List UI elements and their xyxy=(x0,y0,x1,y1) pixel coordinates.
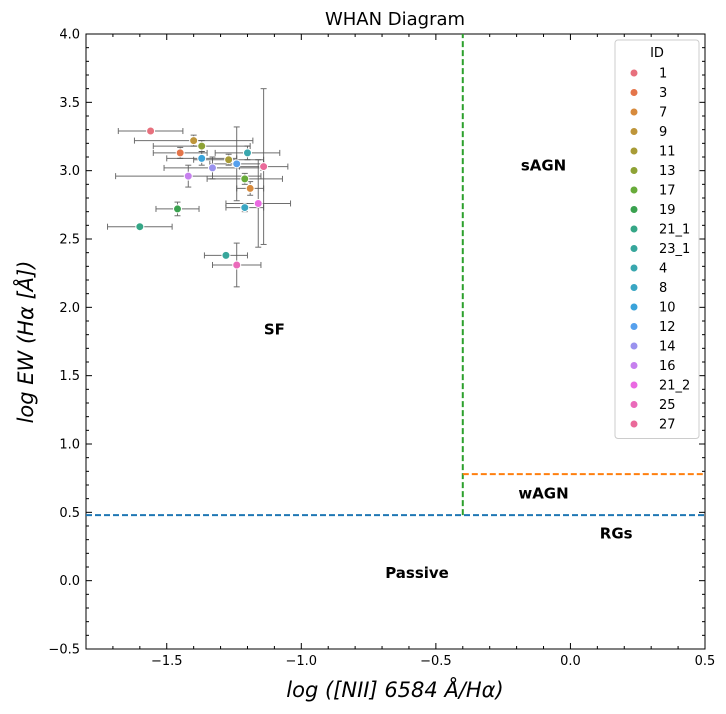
legend-marker-23_1 xyxy=(629,244,639,253)
region-label-passive: Passive xyxy=(385,564,449,582)
y-tick-label: 3.0 xyxy=(59,164,80,179)
legend-entry-3: 3 xyxy=(659,86,667,101)
x-tick-label: −1.5 xyxy=(151,654,183,669)
legend-marker-19 xyxy=(629,205,639,214)
data-point-9 xyxy=(189,136,199,146)
legend-marker-1 xyxy=(629,68,639,78)
x-tick-label: −0.5 xyxy=(420,654,452,669)
data-point-14 xyxy=(207,163,217,173)
legend-entry-12: 12 xyxy=(659,320,676,335)
y-tick-label: 1.0 xyxy=(59,438,80,453)
legend-marker-12 xyxy=(629,322,639,331)
chart-title: WHAN Diagram xyxy=(325,9,465,30)
legend-marker-10 xyxy=(629,302,639,312)
legend-marker-16 xyxy=(629,361,639,370)
legend-entry-9: 9 xyxy=(659,125,667,140)
plot-area xyxy=(85,33,706,650)
data-point-27 xyxy=(259,162,269,172)
legend-entry-11: 11 xyxy=(659,145,676,160)
data-point-16 xyxy=(183,171,193,181)
region-label-sagn: sAGN xyxy=(521,157,566,175)
legend-entry-21_1: 21_1 xyxy=(659,223,690,238)
legend-entry-13: 13 xyxy=(659,164,676,179)
legend-marker-21_1 xyxy=(629,224,639,234)
legend-marker-27 xyxy=(629,419,639,429)
legend-marker-17 xyxy=(629,185,639,195)
legend-marker-7 xyxy=(629,107,639,117)
legend-entry-14: 14 xyxy=(659,340,676,355)
y-tick-label: 2.5 xyxy=(59,233,80,248)
legend-marker-14 xyxy=(629,341,639,351)
legend-marker-13 xyxy=(629,166,639,175)
legend-entry-21_2: 21_2 xyxy=(659,379,690,394)
data-point-19 xyxy=(173,204,183,214)
legend-marker-21_2 xyxy=(629,380,639,390)
data-point-13 xyxy=(197,141,207,151)
y-tick-label: −0.5 xyxy=(48,643,80,658)
data-point-21_2 xyxy=(253,198,263,208)
data-point-3 xyxy=(175,148,185,158)
legend-entry-17: 17 xyxy=(659,184,676,199)
legend-entry-1: 1 xyxy=(659,67,667,82)
legend-entry-19: 19 xyxy=(659,203,676,218)
data-point-23_1 xyxy=(221,250,231,260)
data-point-12 xyxy=(232,159,242,169)
legend-marker-25 xyxy=(629,400,639,409)
legend-title: ID xyxy=(650,46,664,61)
legend-entry-23_1: 23_1 xyxy=(659,242,690,257)
x-tick-label: −1.0 xyxy=(286,654,318,669)
y-tick-label: 2.0 xyxy=(59,301,80,316)
legend-marker-11 xyxy=(629,146,639,156)
data-point-11 xyxy=(224,155,234,165)
data-point-8 xyxy=(240,203,250,213)
data-point-21_1 xyxy=(135,222,145,232)
legend-marker-8 xyxy=(629,283,639,292)
y-axis-label: log EW (Hα [Å]) xyxy=(12,261,38,424)
legend-entry-25: 25 xyxy=(659,398,676,413)
legend-box xyxy=(614,39,700,439)
x-tick-label: 0.5 xyxy=(695,654,716,669)
y-tick-label: 3.5 xyxy=(59,96,80,111)
data-point-4 xyxy=(242,148,252,158)
legend-entry-8: 8 xyxy=(659,281,667,296)
legend-entry-10: 10 xyxy=(659,301,676,316)
region-label-wagn: wAGN xyxy=(518,485,568,503)
x-tick-label: 0.0 xyxy=(560,654,581,669)
data-point-1 xyxy=(146,126,156,136)
data-point-25 xyxy=(232,260,242,270)
data-point-10 xyxy=(197,153,207,163)
y-tick-label: 4.0 xyxy=(59,28,80,43)
legend-entry-16: 16 xyxy=(659,359,676,374)
region-label-rgs: RGs xyxy=(600,524,633,542)
legend-entry-4: 4 xyxy=(659,262,667,277)
legend-entry-7: 7 xyxy=(659,106,667,121)
data-point-17 xyxy=(240,174,250,184)
y-tick-label: 0.0 xyxy=(59,574,80,589)
legend-marker-4 xyxy=(629,263,639,273)
y-tick-label: 1.5 xyxy=(59,369,80,384)
legend-marker-9 xyxy=(629,127,639,136)
legend-entry-27: 27 xyxy=(659,418,676,433)
region-label-sf: SF xyxy=(264,321,285,339)
data-point-7 xyxy=(245,183,255,193)
x-axis-label: log ([NII] 6584 Å/Hα) xyxy=(286,676,503,702)
legend-marker-3 xyxy=(629,88,639,97)
y-tick-label: 0.5 xyxy=(59,506,80,521)
